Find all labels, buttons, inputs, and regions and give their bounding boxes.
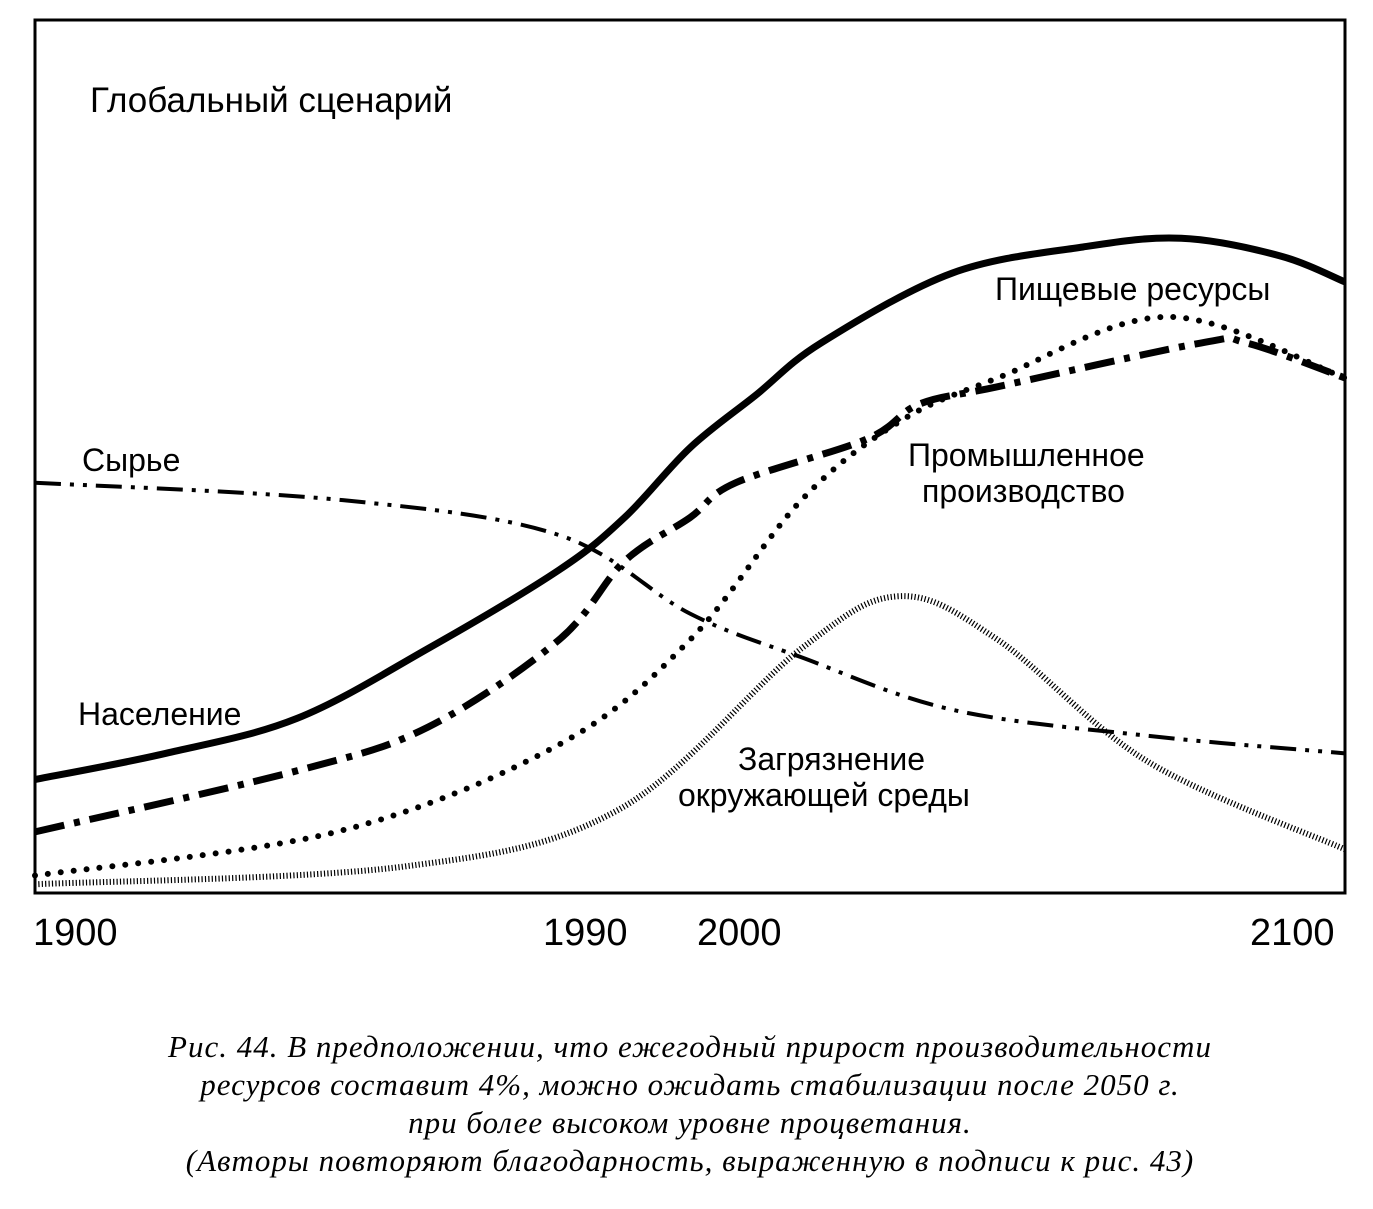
- label-industry-2: производство: [922, 473, 1125, 509]
- label-food: Пищевые ресурсы: [995, 271, 1271, 307]
- x-tick-label: 2000: [697, 912, 782, 954]
- chart-plot: [32, 18, 1348, 895]
- figure-caption: Рис. 44. В предположении, что ежегодный …: [40, 1028, 1340, 1180]
- caption-line: Рис. 44. В предположении, что ежегодный …: [168, 1029, 1212, 1064]
- caption-line: (Авторы повторяют благодарность, выражен…: [185, 1143, 1195, 1178]
- series-line-3: [34, 480, 1346, 756]
- label-raw: Сырье: [82, 442, 181, 478]
- caption-line: при более высоком уровне процветания.: [408, 1105, 972, 1140]
- x-tick-label: 1990: [543, 912, 628, 954]
- label-pollution-2: окружающей среды: [678, 777, 970, 813]
- caption-line: ресурсов составит 4%, можно ожидать стаб…: [200, 1067, 1180, 1102]
- label-population: Население: [78, 696, 242, 732]
- x-tick-label: 2100: [1250, 912, 1335, 954]
- plot-frame: [33, 18, 1347, 895]
- series-line-0: [34, 234, 1347, 783]
- label-industry-1: Промышленное: [908, 437, 1145, 473]
- label-pollution-1: Загрязнение: [738, 741, 926, 777]
- series-line-2: [32, 313, 1348, 879]
- series-line-4: [34, 593, 1347, 888]
- x-tick-label: 1900: [33, 912, 118, 954]
- chart-title: Глобальный сценарий: [90, 81, 453, 120]
- series-line-1: [34, 334, 1347, 836]
